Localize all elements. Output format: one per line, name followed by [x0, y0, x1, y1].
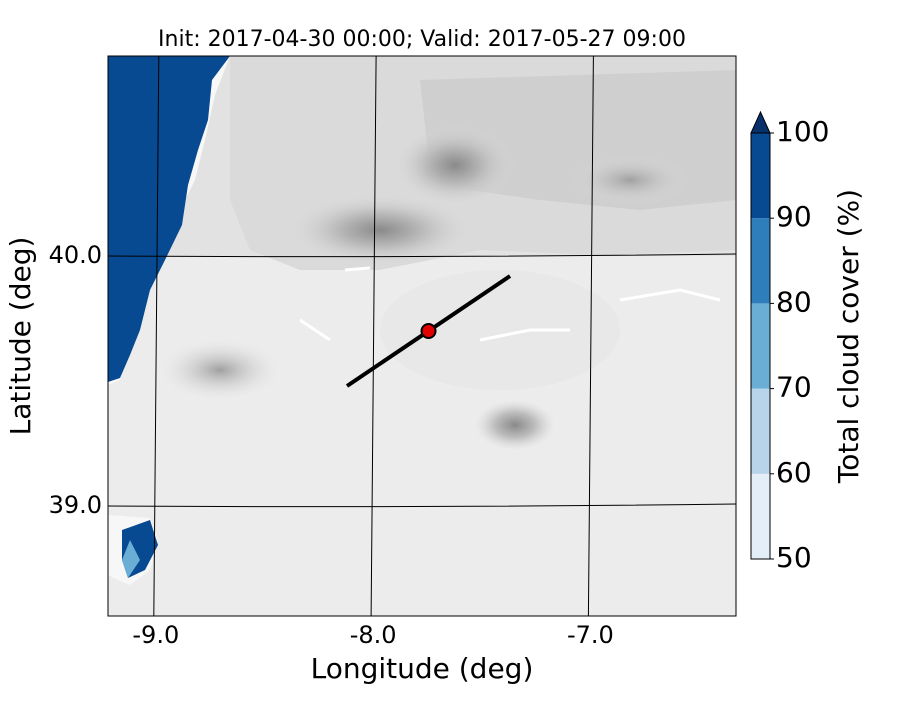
y-tick-label: 39.0	[49, 491, 102, 519]
colorbar-frame	[750, 132, 771, 560]
grid-line	[108, 253, 736, 258]
colorbar-band	[751, 303, 770, 389]
grid-line	[587, 56, 594, 616]
x-tick-label: -7.0	[567, 621, 614, 649]
colorbar-band	[751, 473, 770, 559]
plot-frame	[107, 55, 737, 617]
map-background	[108, 56, 736, 616]
x-axis-label: Longitude (deg)	[311, 652, 534, 685]
colorbar-label: Total cloud cover (%)	[832, 189, 865, 484]
x-tick-label: -9.0	[132, 621, 179, 649]
colorbar-tick-label: 70	[776, 371, 812, 404]
grid-line	[370, 56, 377, 616]
location-marker	[420, 323, 437, 339]
colorbar-band	[751, 218, 770, 304]
x-tick-label: -8.0	[350, 621, 397, 649]
colorbar-tick-label: 80	[776, 285, 812, 318]
grid-line	[153, 56, 160, 616]
y-tick-label: 40.0	[49, 241, 102, 269]
y-axis-label: Latitude (deg)	[4, 237, 37, 436]
chart-title: Init: 2017-04-30 00:00; Valid: 2017-05-2…	[158, 27, 686, 52]
colorbar-tick-label: 90	[776, 200, 812, 233]
colorbar-tick-label: 60	[776, 456, 812, 489]
colorbar-band	[751, 388, 770, 474]
colorbar-tick-label: 50	[776, 541, 812, 574]
colorbar-tick-label: 100	[776, 115, 829, 148]
colorbar-band	[751, 133, 770, 219]
colorbar-extension	[750, 110, 771, 134]
grid-line	[108, 503, 736, 508]
